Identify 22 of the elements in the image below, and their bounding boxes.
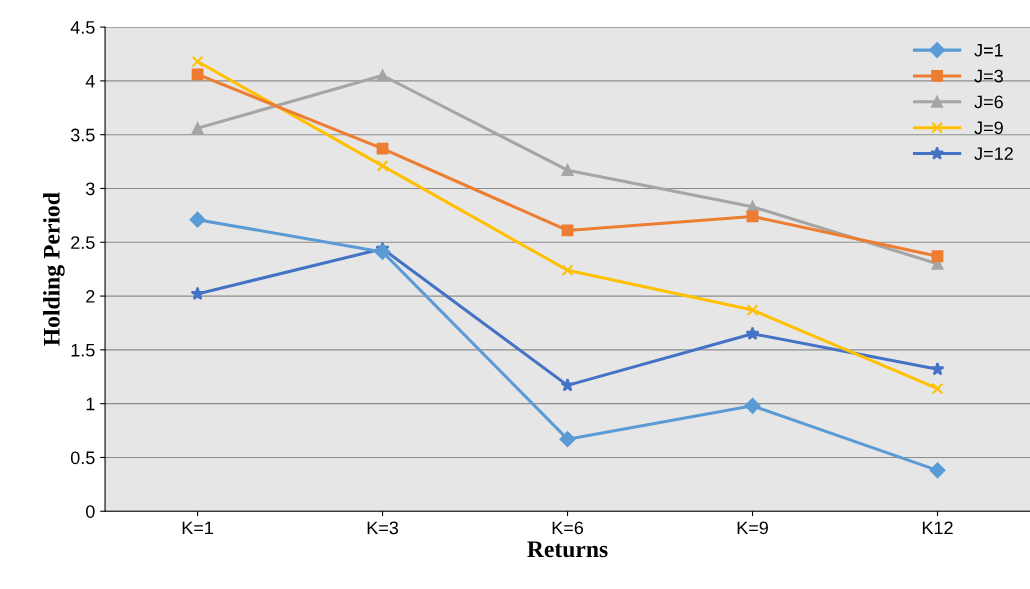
y-axis-title: Holding Period <box>43 192 65 346</box>
x-tick-label: K12 <box>922 521 953 535</box>
y-tick-label: 1.5 <box>71 343 95 357</box>
y-tick-label: 1 <box>86 397 95 411</box>
y-tick-label: 0.5 <box>70 451 95 465</box>
y-tick-label: 0 <box>86 505 95 518</box>
legend-label: J=3 <box>974 69 1003 83</box>
y-tick-label: 2 <box>86 290 95 303</box>
legend-label: J=6 <box>974 95 1003 109</box>
x-tick-label: K=9 <box>737 521 768 535</box>
legend-label: J=12 <box>974 147 1013 161</box>
x-tick-label: K=6 <box>552 521 584 535</box>
y-tick-label: 4.5 <box>70 21 95 34</box>
y-tick-label: 2.5 <box>71 236 95 249</box>
legend-label: J=1 <box>974 44 1003 57</box>
y-tick-label: 3 <box>85 182 95 196</box>
x-axis-title: Returns <box>527 541 608 558</box>
x-tick-label: K=1 <box>182 521 213 535</box>
legend-label: J=9 <box>974 121 1003 135</box>
y-tick-label: 3.5 <box>70 128 95 142</box>
x-tick-label: K=3 <box>367 521 399 535</box>
y-tick-label: 4 <box>85 75 95 88</box>
